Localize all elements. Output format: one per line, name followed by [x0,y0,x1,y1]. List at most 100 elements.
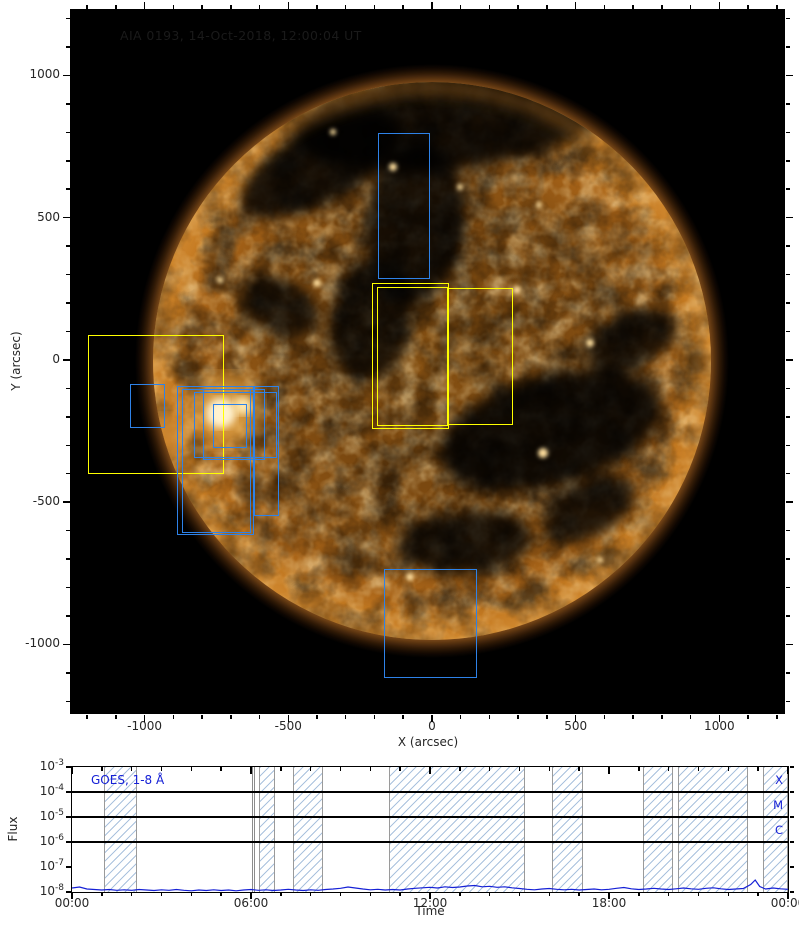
sun-x-tick [230,4,232,9]
hatch-band [762,767,788,892]
sun-x-tick [86,714,88,719]
time-tick-bottom [339,893,342,896]
sun-y-tick-label: 1000 [29,67,60,82]
sun-x-tick [287,1,289,9]
sun-x-tick [431,714,433,722]
sun-x-tick [143,1,146,9]
sun-y-tick [65,472,70,475]
sun-x-tick [661,4,663,9]
time-tick-bottom [697,893,700,896]
time-tick-bottom [71,893,73,899]
sun-y-tick-label: -500 [32,494,60,509]
time-tick-bottom [757,893,759,896]
time-tick-label: 06:00 [233,896,269,910]
sun-y-tick-label: 500 [37,209,60,224]
hatch-band [552,767,583,892]
sun-x-tick [488,714,491,719]
flux-tick [66,866,71,868]
sun-y-tick [786,529,790,532]
time-tick-top [548,767,551,771]
time-tick-bottom [399,893,401,896]
time-tick-bottom [280,893,282,896]
sun-y-tick [65,672,70,674]
sun-y-tick [65,700,70,703]
sun-y-tick [786,273,790,276]
flux-tick [790,891,794,893]
time-tick-bottom [518,893,521,896]
fov-box-blue [130,384,165,428]
sun-x-tick [258,4,261,9]
sun-x-tick [201,4,203,9]
time-tick-bottom [638,893,640,896]
sun-y-tick [62,643,70,646]
flux-tick-label: 10-5 [39,808,64,823]
flux-tick [790,816,794,818]
sun-y-tick [786,444,790,447]
sun-y-tick [786,672,790,674]
flux-grid-line [72,841,788,843]
sun-y-tick [786,387,790,390]
sun-x-tick-label: 0 [428,719,436,733]
time-tick-bottom [608,893,610,899]
time-tick-top [429,767,431,774]
time-tick-top [578,767,580,771]
sun-y-tick [65,444,70,447]
sun-x-tick-label: 1000 [704,719,735,733]
time-tick-bottom [309,893,312,896]
sun-y-tick [786,188,790,190]
goes-flux-line [72,879,788,892]
sun-y-tick [65,302,70,304]
sun-x-tick [661,714,663,719]
sun-x-tick [316,4,318,9]
time-tick-top [399,767,401,771]
fov-box-blue [378,133,430,279]
sun-x-tick [689,4,692,9]
time-tick-top [309,767,312,771]
flux-tick [790,841,794,843]
sun-y-tick [65,416,70,418]
sun-y-tick [65,529,70,532]
hatch-band [259,767,276,892]
time-tick-top [697,767,700,771]
time-tick-bottom [101,893,103,896]
sun-x-tick [689,714,692,719]
time-tick-bottom [160,893,163,896]
flux-tick [66,891,71,893]
time-tick-bottom [787,893,789,899]
sun-x-tick [344,4,347,9]
sun-x-tick [776,714,778,719]
hatch-band [293,767,323,892]
sun-x-tick [603,4,606,9]
hatch-band [103,767,138,892]
flux-tick-label: 10-8 [39,883,64,898]
time-tick-top [459,767,461,771]
limb-brightening-ring [154,83,710,639]
flux-tick [66,766,71,768]
sun-x-tick [632,714,634,719]
sun-x-tick [230,714,232,719]
sun-x-tick [143,714,146,722]
sun-y-tick [786,416,790,418]
time-tick-label: 00:00 [54,896,90,910]
time-tick-top [638,767,640,771]
sun-y-tick [786,216,793,219]
sun-y-tick [786,558,790,560]
sun-x-tick [747,4,749,9]
fov-box-blue [194,392,277,458]
time-tick-top [369,767,372,771]
time-tick-label: 12:00 [412,896,448,910]
time-tick-top [488,767,491,771]
time-tick-top [190,767,193,771]
sun-x-tick [459,714,462,719]
sun-y-tick [786,17,790,20]
sun-x-tick [201,714,203,719]
sun-y-tick [65,615,70,617]
sun-y-tick [786,359,793,361]
flux-grid-line [72,791,788,793]
sun-y-tick-label: -1000 [25,636,60,651]
sun-x-tick [546,4,548,9]
time-tick-bottom [190,893,193,896]
sun-y-tick [65,273,70,276]
sun-y-tick [65,188,70,190]
